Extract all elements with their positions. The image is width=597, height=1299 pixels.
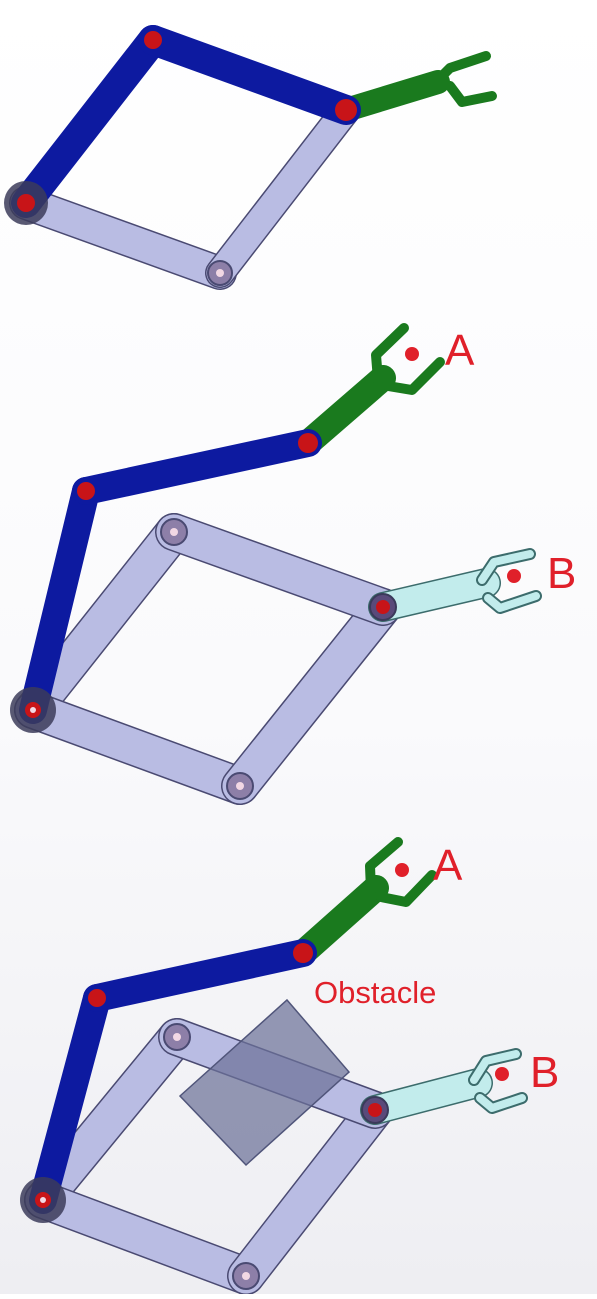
joint-right	[335, 99, 357, 121]
panel-2: A B	[10, 323, 576, 805]
joint-light-right	[361, 1096, 389, 1124]
target-label-b: B	[530, 1048, 559, 1097]
obstacle-label: Obstacle	[314, 975, 436, 1010]
target-label-b: B	[547, 549, 576, 598]
joint-elbow	[77, 482, 95, 500]
gripper-cyan	[360, 1048, 528, 1125]
base-joint	[4, 181, 48, 225]
joint-elbow	[88, 989, 106, 1007]
target-point-a	[405, 347, 419, 361]
target-point-b	[507, 569, 521, 583]
dark-link-upper	[72, 429, 322, 505]
light-link-bottom	[14, 691, 259, 805]
light-link-right	[205, 95, 361, 288]
joint-light-top	[163, 1023, 191, 1051]
joint-light-top	[160, 518, 188, 546]
dark-link-upper	[83, 939, 317, 1012]
target-label-a: A	[433, 841, 463, 890]
joint-light-right	[369, 593, 397, 621]
dark-link-top	[138, 25, 361, 125]
light-link-bottom	[9, 186, 237, 290]
panel-3: A B Obstacle	[20, 837, 559, 1295]
panel-1	[4, 25, 497, 290]
gripper-cyan	[368, 548, 542, 622]
joint-bottom	[207, 260, 233, 286]
dark-link-upper	[11, 25, 168, 218]
joint-light-bottom	[232, 1262, 260, 1290]
light-link-right	[221, 588, 402, 805]
base-joint	[10, 687, 56, 733]
light-link-bottom	[24, 1181, 265, 1295]
target-label-a: A	[445, 326, 475, 375]
base-joint	[20, 1177, 66, 1223]
gripper-green	[334, 51, 497, 122]
joint-light-bottom	[226, 772, 254, 800]
gripper-green	[290, 837, 437, 966]
obstacle-block	[178, 998, 351, 1167]
gripper-green	[295, 323, 445, 456]
light-link-right	[227, 1091, 394, 1295]
joint-top	[144, 31, 162, 49]
target-point-a	[395, 863, 409, 877]
dark-link-lower	[19, 477, 100, 724]
light-link-top	[155, 513, 402, 626]
joint-wrist	[298, 433, 318, 453]
light-link-left	[14, 513, 193, 729]
dark-link-lower	[29, 984, 111, 1214]
joint-wrist	[293, 943, 313, 963]
target-point-b	[495, 1067, 509, 1081]
light-link-left	[24, 1018, 196, 1219]
